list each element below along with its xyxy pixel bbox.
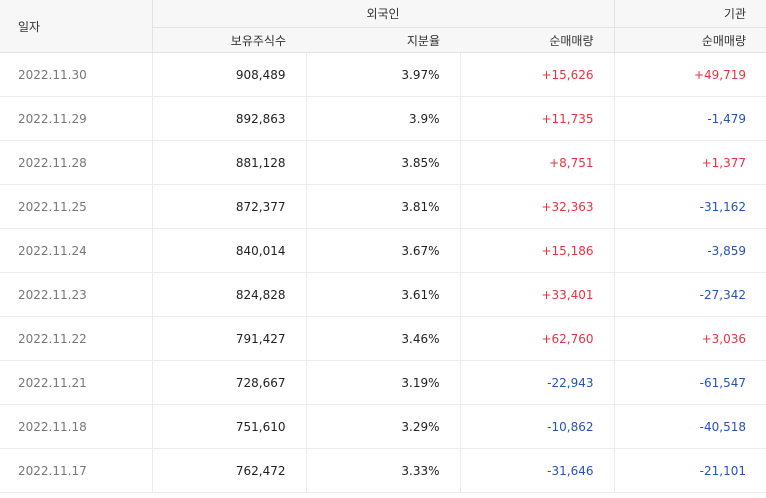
ratio-cell: 3.97% bbox=[306, 52, 461, 97]
date-cell: 2022.11.30 bbox=[0, 52, 153, 97]
table-row: 2022.11.21 728,667 3.19% -22,943 -61,547 bbox=[0, 360, 766, 405]
institution-group-header: 기관 bbox=[614, 0, 766, 28]
table-row: 2022.11.28 881,128 3.85% +8,751 +1,377 bbox=[0, 140, 766, 185]
ratio-cell: 3.29% bbox=[306, 404, 461, 449]
ratio-cell: 3.85% bbox=[306, 140, 461, 185]
institution-net-cell: -27,342 bbox=[614, 272, 766, 317]
table-header: 일자 외국인 기관 보유주식수 지분율 순매매량 순매매량 bbox=[0, 0, 766, 53]
holdings-cell: 872,377 bbox=[152, 184, 307, 229]
foreign-net-column-header: 순매매량 bbox=[460, 27, 615, 53]
foreign-net-cell: +11,735 bbox=[460, 96, 615, 141]
institution-net-cell: -3,859 bbox=[614, 228, 766, 273]
table-row: 2022.11.17 762,472 3.33% -31,646 -21,101 bbox=[0, 448, 766, 493]
institution-net-cell: -40,518 bbox=[614, 404, 766, 449]
table-row: 2022.11.25 872,377 3.81% +32,363 -31,162 bbox=[0, 184, 766, 229]
ratio-cell: 3.9% bbox=[306, 96, 461, 141]
foreign-net-cell: +15,186 bbox=[460, 228, 615, 273]
institution-net-cell: +3,036 bbox=[614, 316, 766, 361]
ratio-cell: 3.81% bbox=[306, 184, 461, 229]
date-cell: 2022.11.22 bbox=[0, 316, 153, 361]
holdings-cell: 728,667 bbox=[152, 360, 307, 405]
holdings-cell: 908,489 bbox=[152, 52, 307, 97]
foreign-net-cell: +8,751 bbox=[460, 140, 615, 185]
holdings-column-header: 보유주식수 bbox=[152, 27, 306, 53]
holdings-cell: 892,863 bbox=[152, 96, 307, 141]
foreign-net-cell: +62,760 bbox=[460, 316, 615, 361]
table-row: 2022.11.18 751,610 3.29% -10,862 -40,518 bbox=[0, 404, 766, 449]
foreign-net-cell: -31,646 bbox=[460, 448, 615, 493]
ratio-cell: 3.19% bbox=[306, 360, 461, 405]
date-cell: 2022.11.24 bbox=[0, 228, 153, 273]
ratio-cell: 3.33% bbox=[306, 448, 461, 493]
foreign-net-cell: -10,862 bbox=[460, 404, 615, 449]
institution-net-column-header: 순매매량 bbox=[614, 27, 766, 53]
table-row: 2022.11.24 840,014 3.67% +15,186 -3,859 bbox=[0, 228, 766, 273]
institution-net-cell: -61,547 bbox=[614, 360, 766, 405]
date-cell: 2022.11.18 bbox=[0, 404, 153, 449]
institution-net-cell: -21,101 bbox=[614, 448, 766, 493]
table-row: 2022.11.23 824,828 3.61% +33,401 -27,342 bbox=[0, 272, 766, 317]
institution-net-cell: +1,377 bbox=[614, 140, 766, 185]
ratio-cell: 3.46% bbox=[306, 316, 461, 361]
holdings-cell: 762,472 bbox=[152, 448, 307, 493]
date-cell: 2022.11.25 bbox=[0, 184, 153, 229]
foreign-net-cell: +15,626 bbox=[460, 52, 615, 97]
institution-net-cell: +49,719 bbox=[614, 52, 766, 97]
holdings-cell: 751,610 bbox=[152, 404, 307, 449]
table-body: 2022.11.30 908,489 3.97% +15,626 +49,719 2022… bbox=[0, 52, 766, 493]
table-row: 2022.11.29 892,863 3.9% +11,735 -1,479 bbox=[0, 96, 766, 141]
institution-net-cell: -1,479 bbox=[614, 96, 766, 141]
holdings-cell: 840,014 bbox=[152, 228, 307, 273]
foreign-group-header: 외국인 bbox=[152, 0, 615, 28]
date-cell: 2022.11.21 bbox=[0, 360, 153, 405]
table-row: 2022.11.30 908,489 3.97% +15,626 +49,719 bbox=[0, 52, 766, 97]
holdings-cell: 824,828 bbox=[152, 272, 307, 317]
date-column-header: 일자 bbox=[0, 0, 153, 53]
date-cell: 2022.11.23 bbox=[0, 272, 153, 317]
foreign-net-cell: +32,363 bbox=[460, 184, 615, 229]
date-cell: 2022.11.29 bbox=[0, 96, 153, 141]
date-cell: 2022.11.28 bbox=[0, 140, 153, 185]
holdings-cell: 881,128 bbox=[152, 140, 307, 185]
ratio-cell: 3.61% bbox=[306, 272, 461, 317]
foreign-net-cell: -22,943 bbox=[460, 360, 615, 405]
table-row: 2022.11.22 791,427 3.46% +62,760 +3,036 bbox=[0, 316, 766, 361]
ratio-cell: 3.67% bbox=[306, 228, 461, 273]
foreign-net-cell: +33,401 bbox=[460, 272, 615, 317]
date-cell: 2022.11.17 bbox=[0, 448, 153, 493]
institution-net-cell: -31,162 bbox=[614, 184, 766, 229]
ratio-column-header: 지분율 bbox=[306, 27, 460, 53]
holdings-cell: 791,427 bbox=[152, 316, 307, 361]
